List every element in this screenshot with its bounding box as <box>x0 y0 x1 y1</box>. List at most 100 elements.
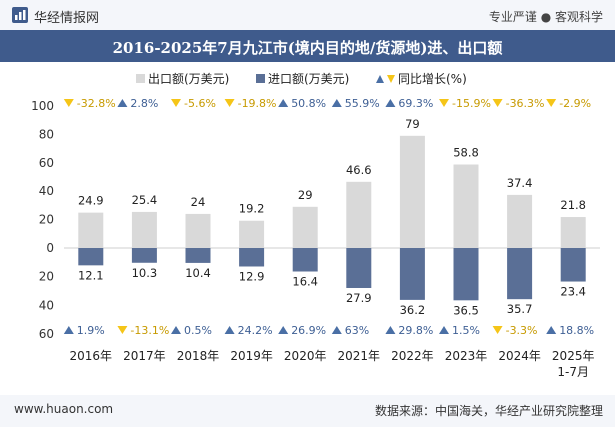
title-bar <box>0 30 615 62</box>
y-tick-label-top: 0 <box>46 241 54 255</box>
y-tick-label-top: 100 <box>31 99 54 113</box>
import-bar <box>185 248 211 263</box>
increase-triangle-icon <box>117 99 128 107</box>
import-value-label: 36.2 <box>400 303 426 317</box>
y-tick-label-bottom: 40 <box>39 298 54 312</box>
y-tick-label-top: 80 <box>39 127 54 141</box>
import-growth-label: 29.8% <box>398 324 433 337</box>
import-value-label: 10.4 <box>185 266 211 280</box>
import-growth-label: 63% <box>345 324 369 337</box>
increase-triangle-icon <box>331 326 342 334</box>
export-value-label: 24.9 <box>78 194 104 208</box>
export-growth-up: 50.8% <box>278 97 326 110</box>
x-tick-label: 2025年 <box>552 349 595 363</box>
increase-triangle-icon <box>224 326 235 334</box>
export-value-label: 79 <box>405 117 420 131</box>
increase-triangle-icon <box>385 99 396 107</box>
legend-increase-triangle-icon <box>376 75 384 83</box>
top-bar <box>0 0 615 30</box>
decrease-triangle-icon <box>439 99 449 107</box>
footer-source: 数据来源：中国海关，华经产业研究院整理 <box>374 404 603 418</box>
legend-export-label: 出口额(万美元) <box>148 72 229 86</box>
import-bar <box>507 248 533 300</box>
y-tick-label-top: 40 <box>39 184 54 198</box>
import-bar <box>346 248 372 288</box>
export-growth-label: -32.8% <box>77 97 116 110</box>
x-tick-label: 2022年 <box>391 349 434 363</box>
import-growth-label: 1.9% <box>77 324 105 337</box>
export-growth-label: 69.3% <box>398 97 433 110</box>
export-growth-label: -19.8% <box>238 97 277 110</box>
decrease-triangle-icon <box>224 99 235 107</box>
import-bar <box>453 248 479 301</box>
export-bar <box>560 217 586 248</box>
export-bar <box>507 194 533 248</box>
import-growth-up: 18.8% <box>546 324 594 337</box>
import-growth-down: -3.3% <box>492 324 538 337</box>
import-value-label: 23.4 <box>560 285 586 299</box>
export-value-label: 25.4 <box>132 193 158 207</box>
legend-decrease-triangle-icon <box>387 75 395 83</box>
decrease-triangle-icon <box>117 326 128 334</box>
import-growth-up: 24.2% <box>224 324 273 337</box>
brand-logo-icon <box>12 7 28 23</box>
export-growth-label: 2.8% <box>130 97 158 110</box>
export-growth-up: 55.9% <box>331 97 380 110</box>
export-value-label: 46.6 <box>346 163 372 177</box>
y-tick-label-bottom: 20 <box>39 270 54 284</box>
import-bar <box>239 248 265 267</box>
import-growth-up: 26.9% <box>278 324 326 337</box>
import-growth-label: 24.2% <box>238 324 273 337</box>
import-bar <box>399 248 425 300</box>
x-tick-label: 2016年 <box>70 349 113 363</box>
legend-import-label: 进口额(万美元) <box>268 72 349 86</box>
increase-triangle-icon <box>439 326 449 334</box>
import-growth-label: 1.5% <box>452 324 480 337</box>
import-growth-up: 29.8% <box>385 324 433 337</box>
export-bar <box>292 206 318 248</box>
export-bar <box>453 164 479 248</box>
export-bar <box>346 181 372 248</box>
import-growth-down: -13.1% <box>117 324 169 337</box>
import-value-label: 16.4 <box>292 275 318 289</box>
import-value-label: 12.1 <box>78 268 104 282</box>
x-tick-label: 2023年 <box>445 349 488 363</box>
import-bar <box>78 248 104 266</box>
increase-triangle-icon <box>171 326 181 334</box>
x-tick-label: 2024年 <box>498 349 541 363</box>
export-value-label: 19.2 <box>239 202 265 216</box>
export-growth-label: 55.9% <box>345 97 380 110</box>
import-bar <box>131 248 157 263</box>
legend-export-swatch <box>136 74 145 83</box>
footer-bar <box>0 395 615 427</box>
import-growth-up: 1.5% <box>439 324 480 337</box>
export-value-label: 37.4 <box>507 176 533 190</box>
export-growth-down: -19.8% <box>224 97 277 110</box>
decrease-triangle-icon <box>492 326 503 334</box>
import-growth-up: 0.5% <box>171 324 212 337</box>
export-growth-up: 69.3% <box>385 97 433 110</box>
increase-triangle-icon <box>278 99 289 107</box>
export-growth-down: -5.6% <box>171 97 216 110</box>
legend-import-swatch <box>256 74 265 83</box>
increase-triangle-icon <box>331 99 342 107</box>
legend-growth-label: 同比增长(%) <box>398 72 467 86</box>
export-growth-down: -36.3% <box>492 97 545 110</box>
export-value-label: 24 <box>191 195 206 209</box>
y-tick-label-top: 20 <box>39 213 54 227</box>
decrease-triangle-icon <box>546 99 557 107</box>
import-bar <box>292 248 318 272</box>
import-value-label: 27.9 <box>346 291 372 305</box>
y-tick-label-top: 60 <box>39 156 54 170</box>
export-value-label: 29 <box>298 188 313 202</box>
export-value-label: 58.8 <box>453 146 479 160</box>
export-value-label: 21.8 <box>560 198 586 212</box>
x-tick-label: 2017年 <box>123 349 166 363</box>
footer-website: www.huaon.com <box>14 402 114 416</box>
y-tick-label-bottom: 60 <box>39 327 54 341</box>
export-bar <box>78 212 104 248</box>
import-growth-label: -3.3% <box>506 324 538 337</box>
export-bar <box>131 211 157 248</box>
export-bar <box>185 213 211 248</box>
decrease-triangle-icon <box>63 99 74 107</box>
